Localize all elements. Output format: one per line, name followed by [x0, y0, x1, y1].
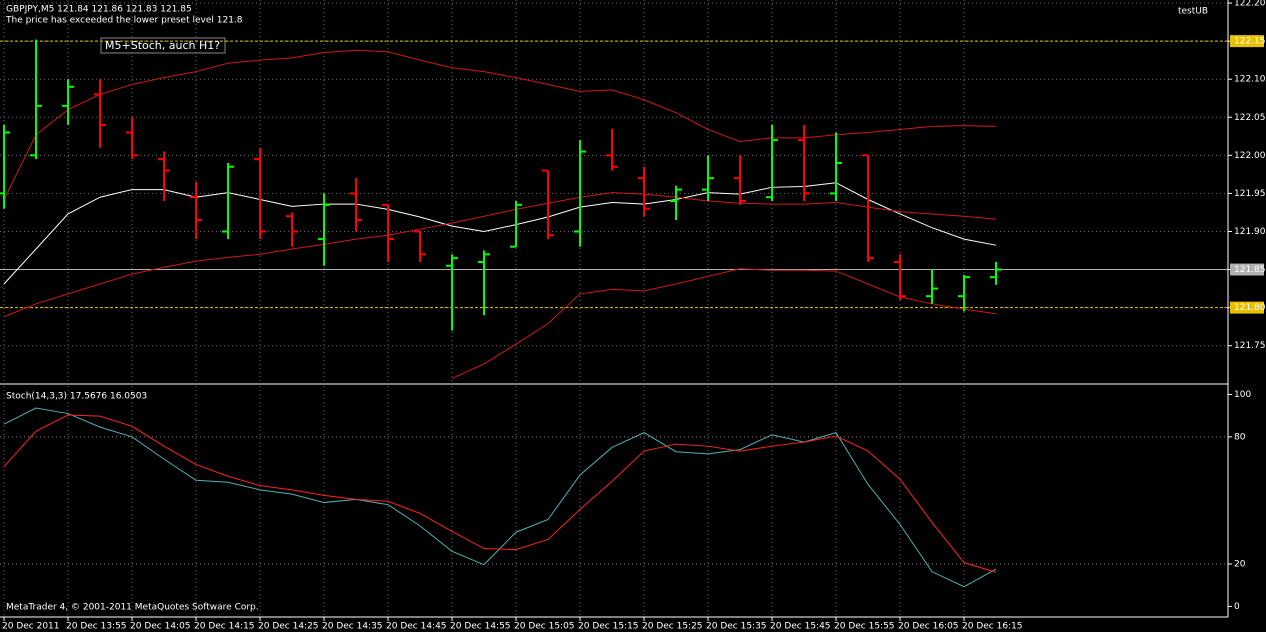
- y-tick-label: 122.10: [1234, 75, 1266, 85]
- level-badge: [1230, 263, 1264, 276]
- x-tick-label: 20 Dec 14:15: [194, 622, 255, 632]
- x-tick-label: 20 Dec 15:05: [514, 622, 575, 632]
- x-tick-label: 20 Dec 14:45: [386, 622, 447, 632]
- level-badge: [1230, 35, 1264, 48]
- annotation-box: [100, 37, 226, 54]
- x-tick-label: 20 Dec 14:55: [450, 622, 511, 632]
- y-tick-label: 121.90: [1234, 227, 1266, 237]
- x-tick-label: 20 Dec 15:45: [770, 622, 831, 632]
- y-tick-label: 121.95: [1234, 189, 1266, 199]
- y-tick-label: 0: [1234, 602, 1240, 612]
- y-tick-label: 122.05: [1234, 113, 1266, 123]
- indicator-line: [3, 182, 997, 285]
- indicator-line: [3, 49, 997, 200]
- indicator-line: [3, 414, 997, 573]
- x-tick-label: 20 Dec 14:35: [322, 622, 383, 632]
- alert-text: The price has exceeded the lower preset …: [5, 16, 243, 26]
- y-tick-label: 121.80: [1234, 303, 1266, 313]
- y-tick-label: 100: [1234, 390, 1251, 400]
- y-tick-label: 121.75: [1234, 341, 1266, 351]
- y-tick-label: 80: [1234, 432, 1246, 442]
- x-tick-label: 20 Dec 16:15: [962, 622, 1023, 632]
- x-tick-label: 20 Dec 14:25: [258, 622, 319, 632]
- x-tick-label: 20 Dec 15:25: [642, 622, 703, 632]
- y-tick-label: 122.15: [1234, 37, 1266, 47]
- x-tick-label: 20 Dec 2011: [2, 622, 60, 632]
- x-tick-label: 20 Dec 13:55: [66, 622, 127, 632]
- y-tick-label: 122.20: [1234, 0, 1266, 9]
- indicator-line: [451, 268, 997, 379]
- x-tick-label: 20 Dec 15:15: [578, 622, 639, 632]
- x-tick-label: 20 Dec 15:35: [706, 622, 767, 632]
- x-tick-label: 20 Dec 14:05: [130, 622, 191, 632]
- panel: [0, 386, 1228, 617]
- x-tick-label: 20 Dec 15:55: [834, 622, 895, 632]
- copyright: MetaTrader 4, © 2001-2011 MetaQuotes Sof…: [6, 603, 259, 613]
- indicator-line: [3, 407, 997, 588]
- x-tick-label: 20 Dec 16:05: [898, 622, 959, 632]
- annotation: M5+Stoch, auch H1?: [105, 39, 220, 52]
- indicator-line: [3, 192, 997, 318]
- symbol-info: GBPJPY,M5 121.84 121.86 121.83 121.85: [6, 5, 192, 15]
- y-tick-label: 122.00: [1234, 151, 1266, 161]
- y-tick-label: 121.85: [1234, 265, 1266, 275]
- panel: [0, 0, 1228, 383]
- level-badge: [1230, 301, 1264, 314]
- expert-name: testUB: [1178, 7, 1208, 17]
- indicator-title: Stoch(14,3,3) 17.5676 16.0503: [6, 392, 147, 402]
- y-tick-label: 20: [1234, 560, 1246, 570]
